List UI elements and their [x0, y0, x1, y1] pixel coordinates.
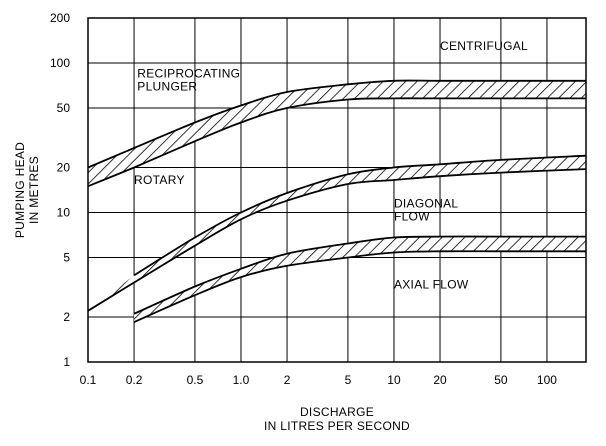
y-axis-title-line-2: IN METRES [27, 156, 41, 224]
pump-band-lower-edge [87, 168, 587, 312]
y-tick-label: 2 [63, 310, 70, 324]
x-tick-labels: 0.1 0.2 0.5 1.0 2 5 10 20 50 100 [80, 373, 558, 387]
region-label: CENTRIFUGAL [440, 39, 528, 53]
y-tick-label: 200 [50, 11, 70, 25]
y-tick-label: 20 [57, 160, 71, 174]
y-tick-label: 5 [63, 251, 70, 265]
plot-frame [87, 17, 587, 363]
x-tick-label: 0.5 [187, 373, 204, 387]
pump-band-2 [134, 236, 586, 323]
x-tick-label: 20 [433, 373, 447, 387]
x-tick-label: 0.1 [80, 373, 97, 387]
pump-bands [87, 79, 587, 323]
pump-band-0 [88, 80, 586, 187]
pump-band-upper-edge [87, 79, 586, 169]
y-tick-label: 10 [57, 206, 71, 220]
region-label: FLOW [394, 210, 430, 224]
y-tick-labels: 1 2 5 10 20 50 100 200 [50, 11, 70, 369]
y-tick-label: 100 [50, 56, 70, 70]
y-tick-label: 1 [63, 355, 70, 369]
x-tick-label: 10 [387, 373, 401, 387]
region-label: ROTARY [134, 173, 185, 187]
pump-band-upper-edge [133, 235, 586, 315]
x-tick-label: 5 [345, 373, 352, 387]
region-label: DIAGONAL [394, 197, 458, 211]
region-label: PLUNGER [137, 79, 197, 93]
pump-band-upper-edge [133, 154, 587, 277]
y-tick-label: 50 [57, 101, 71, 115]
region-label: RECIPROCATING [137, 66, 240, 80]
y-axis-title-line-1: PUMPING HEAD [13, 142, 27, 238]
region-label: AXIAL FLOW [394, 278, 469, 292]
pump-band-lower-edge [133, 250, 586, 323]
x-axis-title-line-2: IN LITRES PER SECOND [264, 419, 410, 433]
x-axis-title-line-1: DISCHARGE [300, 405, 374, 419]
x-tick-label: 1.0 [233, 373, 250, 387]
x-tick-label: 2 [284, 373, 291, 387]
x-tick-label: 100 [537, 373, 557, 387]
x-tick-label: 0.2 [126, 373, 143, 387]
x-tick-label: 50 [494, 373, 508, 387]
pump-band-lower-edge [87, 97, 586, 188]
